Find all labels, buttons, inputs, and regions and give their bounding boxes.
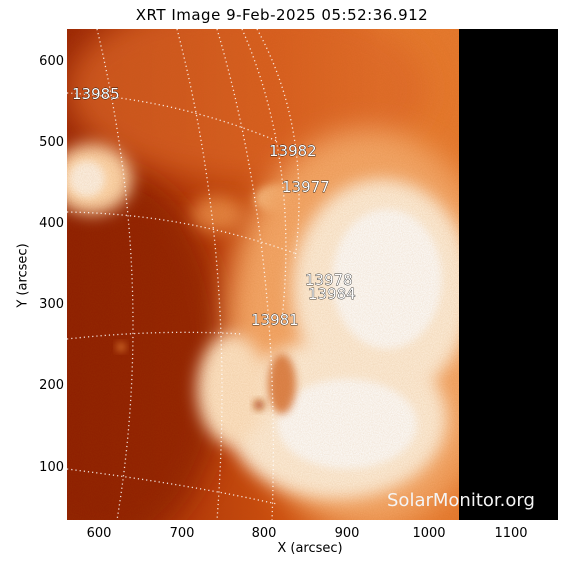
region-label: 13981 xyxy=(251,311,299,329)
x-tick-label: 1000 xyxy=(412,526,446,541)
region-labels: 13985 13982 13977 13978 13984 13981 xyxy=(72,85,356,330)
y-tick-label: 100 xyxy=(39,460,64,475)
region-label: 13982 xyxy=(269,142,317,160)
solarmonitor-watermark: SolarMonitor.org xyxy=(387,490,535,511)
y-axis-title: Y (arcsec) xyxy=(15,243,31,308)
off-disk-black xyxy=(459,29,558,520)
x-tick-label: 700 xyxy=(169,526,195,541)
region-label: 13985 xyxy=(72,85,120,103)
region-label: 13978 xyxy=(305,271,353,289)
plot-title: XRT Image 9-Feb-2025 05:52:36.912 xyxy=(135,6,429,24)
x-tick-label: 600 xyxy=(86,526,112,541)
xrt-image: 13985 13982 13977 13978 13984 13981 Sola… xyxy=(67,29,558,520)
x-tick-label: 900 xyxy=(334,526,360,541)
image-grain xyxy=(67,29,459,520)
y-tick-label: 300 xyxy=(39,297,64,312)
x-tick-label: 800 xyxy=(251,526,277,541)
y-tick-label: 200 xyxy=(39,378,64,393)
solar-image-panel: 13985 13982 13977 13978 13984 13981 Sola… xyxy=(67,29,558,520)
heliographic-grid xyxy=(67,29,300,520)
y-tick-label: 400 xyxy=(39,216,64,231)
x-tick-label: 1100 xyxy=(494,526,528,541)
region-label: 13984 xyxy=(308,285,356,303)
region-label: 13977 xyxy=(282,178,330,196)
y-tick-label: 600 xyxy=(39,54,64,69)
x-axis-title: X (arcsec) xyxy=(277,541,343,556)
y-tick-label: 500 xyxy=(39,135,64,150)
